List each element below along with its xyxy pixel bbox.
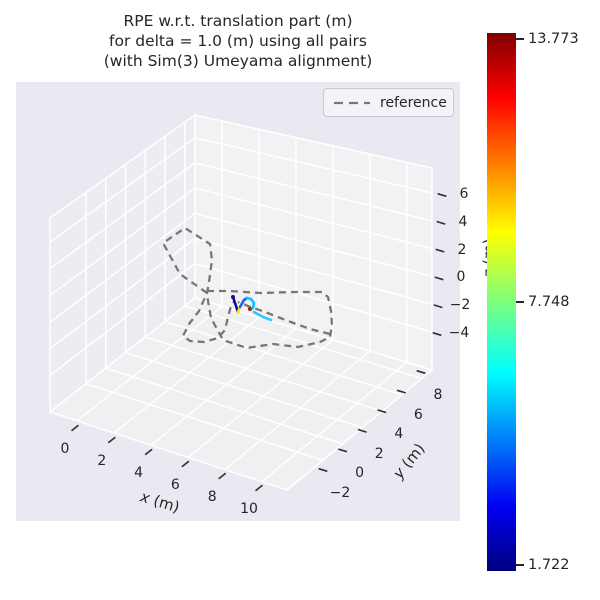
x-tick-mark	[255, 484, 263, 492]
colorbar-label-min: 1.722	[528, 557, 570, 573]
y-tick-label: −2	[329, 485, 351, 501]
grid-line-y-floor	[85, 383, 324, 461]
z-tick-mark	[434, 276, 444, 281]
grid-line-z-right	[194, 136, 433, 194]
y-tick-mark	[396, 389, 406, 394]
grid-line-x-floor	[150, 328, 297, 446]
grid-line-x-floor	[76, 305, 223, 422]
rpe-trajectory-segment	[245, 296, 256, 310]
z-tick-mark	[435, 248, 445, 253]
y-tick-label: 2	[374, 445, 384, 462]
colorbar-tick-mid	[516, 301, 524, 303]
x-tick-mark	[107, 436, 116, 444]
rpe-trajectory-marker	[231, 295, 235, 299]
reference-dashed-line-sample	[334, 101, 370, 104]
grid-line-x-floor	[224, 350, 371, 471]
z-tick-mark	[437, 192, 447, 198]
x-tick-label: 0	[60, 441, 70, 457]
colorbar-label-max: 13.773	[528, 31, 579, 47]
x-tick-label: 4	[134, 465, 144, 481]
grid-line-x-floor	[113, 316, 260, 434]
grid-line-z-left	[49, 263, 196, 377]
y-tick-mark	[377, 409, 387, 414]
grid-line-z-left	[49, 212, 196, 323]
grid-line-y-floor	[164, 320, 403, 396]
grid-line-z-right	[194, 237, 433, 305]
z-tick-label: 6	[459, 186, 469, 202]
reference-trajectory-path	[161, 226, 235, 344]
z-tick-label: 0	[456, 269, 466, 286]
grid-line-x-floor	[261, 361, 408, 483]
grid-line-z-left	[49, 162, 196, 270]
grid-line-y-floor	[125, 351, 363, 429]
x-tick-mark	[181, 460, 190, 468]
y-tick-label: 0	[355, 465, 365, 482]
rpe-trajectory-marker	[247, 306, 253, 312]
grid-line-z-right	[194, 262, 433, 333]
z-tick-label: −2	[449, 297, 471, 314]
grid-line-y-floor	[145, 336, 383, 412]
z-tick-mark	[436, 220, 446, 225]
x-tick-mark	[144, 448, 153, 456]
y-tick-mark	[416, 369, 426, 375]
y-tick-mark	[357, 428, 367, 433]
grid-line-y-floor	[105, 367, 343, 445]
reference-trajectory-path	[205, 289, 334, 350]
grid-line-z-right	[194, 212, 433, 278]
legend: reference	[323, 88, 454, 117]
chart-title-line2: for delta = 1.0 (m) using all pairs	[109, 32, 367, 50]
chart-title: RPE w.r.t. translation part (m) for delt…	[16, 11, 460, 71]
chart-title-line1: RPE w.r.t. translation part (m)	[123, 12, 353, 30]
z-tick-label: 4	[458, 213, 468, 230]
rpe-trajectory-segment	[252, 310, 273, 322]
grid-line-y-floor	[184, 305, 423, 380]
legend-item-reference: reference	[380, 94, 447, 111]
grid-line-z-right	[194, 187, 433, 250]
y-tick-mark	[318, 467, 328, 473]
z-tick-mark	[432, 331, 442, 337]
grid-line-z-right	[194, 162, 433, 222]
y-tick-label: 6	[413, 406, 423, 423]
y-tick-mark	[338, 448, 348, 453]
y-tick-label: 4	[394, 426, 404, 443]
reference-trajectory-path	[237, 300, 331, 336]
z-tick-label: −4	[448, 325, 470, 341]
colorbar-tick-min	[516, 564, 524, 566]
y-tick-label: 8	[433, 387, 443, 403]
grid-line-z-left	[49, 187, 196, 297]
x-tick-mark	[71, 424, 79, 432]
x-tick-label: 10	[240, 501, 258, 517]
chart-title-line3: (with Sim(3) Umeyama alignment)	[103, 52, 373, 70]
x-tick-label: 2	[97, 453, 107, 469]
x-tick-label: 6	[170, 477, 180, 493]
x-tick-label: 8	[207, 489, 217, 505]
z-tick-mark	[433, 304, 443, 309]
x-tick-mark	[218, 472, 227, 480]
colorbar-tick-max	[516, 38, 524, 40]
grid-line-z-left	[49, 137, 196, 243]
rpe-trajectory-segment	[231, 295, 240, 314]
colorbar	[487, 33, 516, 571]
z-tick-label: 2	[457, 241, 467, 258]
grid-line-x-floor	[187, 339, 334, 458]
colorbar-label-mid: 7.748	[528, 294, 570, 310]
